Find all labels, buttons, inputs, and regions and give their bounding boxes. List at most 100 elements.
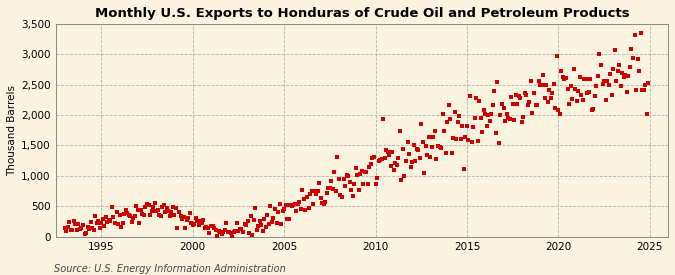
Point — [472, 138, 483, 143]
Point — [177, 216, 188, 221]
Point — [117, 221, 128, 226]
Point — [530, 103, 541, 108]
Point — [103, 218, 114, 222]
Point — [268, 216, 279, 220]
Point — [425, 155, 436, 159]
Point — [196, 221, 207, 226]
Point — [506, 95, 516, 100]
Point — [443, 102, 454, 107]
Point — [310, 192, 321, 197]
Point — [167, 205, 178, 209]
Point — [340, 183, 350, 188]
Point — [477, 130, 487, 135]
Point — [346, 187, 356, 192]
Point — [230, 229, 241, 233]
Point — [541, 83, 551, 87]
Point — [290, 202, 300, 206]
Point — [142, 202, 153, 207]
Point — [366, 162, 377, 166]
Point — [606, 93, 617, 97]
Point — [274, 202, 285, 206]
Point — [504, 117, 515, 122]
Point — [588, 107, 599, 111]
Point — [354, 188, 364, 192]
Point — [327, 187, 338, 191]
Point — [483, 113, 493, 117]
Point — [78, 222, 88, 227]
Point — [358, 182, 369, 186]
Point — [253, 224, 264, 229]
Point — [262, 213, 273, 217]
Point — [215, 229, 225, 234]
Point — [507, 102, 518, 106]
Point — [626, 46, 637, 51]
Point — [570, 86, 580, 91]
Point — [188, 222, 198, 227]
Point — [614, 63, 624, 67]
Point — [67, 227, 78, 232]
Point — [529, 90, 539, 95]
Point — [394, 129, 405, 133]
Point — [261, 224, 271, 229]
Point — [595, 63, 606, 67]
Point — [242, 219, 253, 224]
Point — [414, 156, 425, 160]
Point — [157, 205, 167, 209]
Point — [547, 91, 558, 95]
Point — [350, 166, 361, 170]
Point — [64, 220, 75, 224]
Point — [544, 88, 555, 93]
Point — [319, 202, 329, 206]
Point — [485, 119, 495, 124]
Point — [315, 196, 326, 200]
Point — [468, 125, 479, 129]
Point — [178, 215, 189, 220]
Point — [405, 164, 416, 169]
Point — [535, 83, 545, 87]
Point — [422, 153, 433, 157]
Point — [373, 158, 384, 163]
Point — [480, 112, 491, 116]
Point — [332, 155, 343, 159]
Point — [475, 116, 486, 120]
Point — [288, 203, 298, 208]
Point — [532, 103, 543, 107]
Point — [460, 135, 471, 139]
Point — [385, 163, 396, 168]
Point — [427, 144, 437, 149]
Point — [564, 102, 574, 106]
Point — [612, 69, 623, 73]
Point — [550, 106, 561, 111]
Point — [516, 120, 527, 124]
Point — [620, 73, 631, 78]
Point — [466, 140, 477, 144]
Point — [597, 82, 608, 86]
Point — [553, 108, 564, 113]
Point — [136, 208, 146, 212]
Point — [497, 101, 508, 106]
Point — [558, 75, 568, 79]
Point — [153, 208, 163, 212]
Point — [61, 229, 72, 233]
Point — [643, 81, 653, 86]
Title: Monthly U.S. Exports to Honduras of Crude Oil and Petroleum Products: Monthly U.S. Exports to Honduras of Crud… — [95, 7, 629, 20]
Point — [273, 210, 284, 214]
Point — [562, 87, 573, 91]
Point — [343, 174, 354, 179]
Point — [149, 201, 160, 205]
Point — [267, 220, 277, 224]
Point — [548, 82, 559, 86]
Point — [451, 136, 462, 141]
Point — [74, 227, 85, 231]
Point — [439, 129, 450, 134]
Point — [175, 214, 186, 219]
Point — [209, 226, 219, 230]
Point — [577, 98, 588, 102]
Point — [325, 186, 335, 190]
Point — [419, 170, 430, 175]
Point — [241, 223, 252, 227]
Point — [378, 117, 389, 122]
Point — [251, 228, 262, 232]
Point — [393, 156, 404, 160]
Point — [603, 83, 614, 88]
